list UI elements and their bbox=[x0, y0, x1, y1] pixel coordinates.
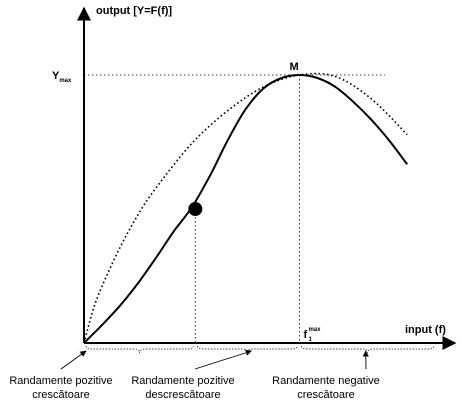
region-label-2-line1: Randamente pozitive bbox=[131, 375, 234, 387]
fmax-label-main: f bbox=[303, 329, 307, 341]
region-braces bbox=[85, 345, 435, 354]
fmax-label-sup: max bbox=[308, 327, 321, 333]
region-label-1-line1: Randamente pozitive bbox=[9, 375, 112, 387]
series-layer bbox=[83, 72, 408, 344]
region-label-2-line2: descrescătoare bbox=[145, 389, 220, 401]
region-label-3-line2: crescătoare bbox=[297, 389, 354, 401]
y-axis-label: output [Y=F(f)] bbox=[96, 5, 172, 17]
ymax-label-main: Y bbox=[52, 70, 60, 82]
region-arrow-2 bbox=[194, 349, 252, 370]
series-dotted-line bbox=[83, 72, 408, 344]
fmax-label-sub: 1 bbox=[308, 337, 312, 343]
x-axis-label: input (f) bbox=[405, 324, 446, 336]
inflection-point-dot bbox=[188, 202, 203, 216]
region-brace-1 bbox=[85, 345, 194, 354]
region-arrow-1 bbox=[60, 350, 87, 370]
ymax-label-sub: max bbox=[59, 78, 72, 84]
region-brace-3 bbox=[301, 345, 435, 354]
point-m-label: M bbox=[289, 61, 298, 73]
ymax-label: Ymax bbox=[52, 70, 72, 84]
region-annotations: Randamente pozitive crescătoare Randamente… bbox=[9, 349, 380, 401]
series-solid-line bbox=[83, 73, 408, 344]
region-label-1-line2: crescătoare bbox=[32, 389, 89, 401]
fmax-label: f max 1 bbox=[303, 327, 321, 343]
region-label-3-line1: Randamente negative bbox=[272, 375, 380, 387]
